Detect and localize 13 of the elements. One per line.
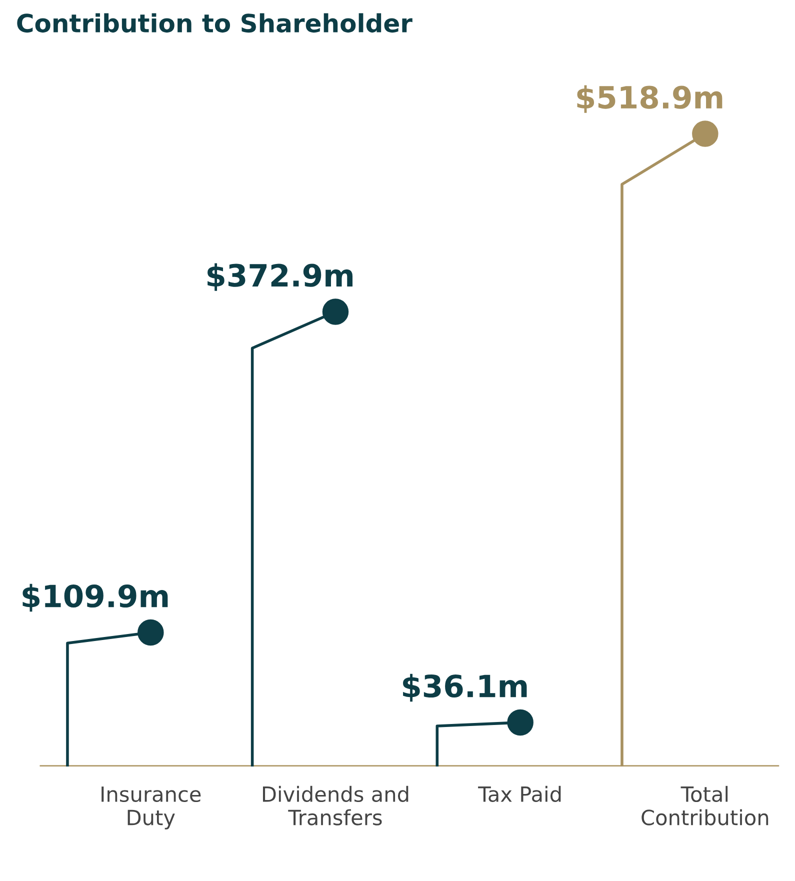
x-tick-label: Total Contribution (642, 786, 768, 826)
data-label: $372.9m (208, 263, 352, 291)
chart-title: Contribution to Shareholder (17, 13, 412, 33)
data-label: $36.1m (403, 674, 527, 702)
data-label: $109.9m (22, 584, 168, 612)
point (138, 619, 164, 646)
point (692, 120, 718, 147)
x-tick-label: Insurance Duty (102, 786, 201, 830)
point (322, 298, 349, 325)
point (507, 709, 534, 736)
x-tick-label: Dividends and Transfers (262, 786, 408, 826)
x-tick-label: Tax Paid (478, 786, 561, 802)
data-label: $518.9m (577, 85, 722, 113)
